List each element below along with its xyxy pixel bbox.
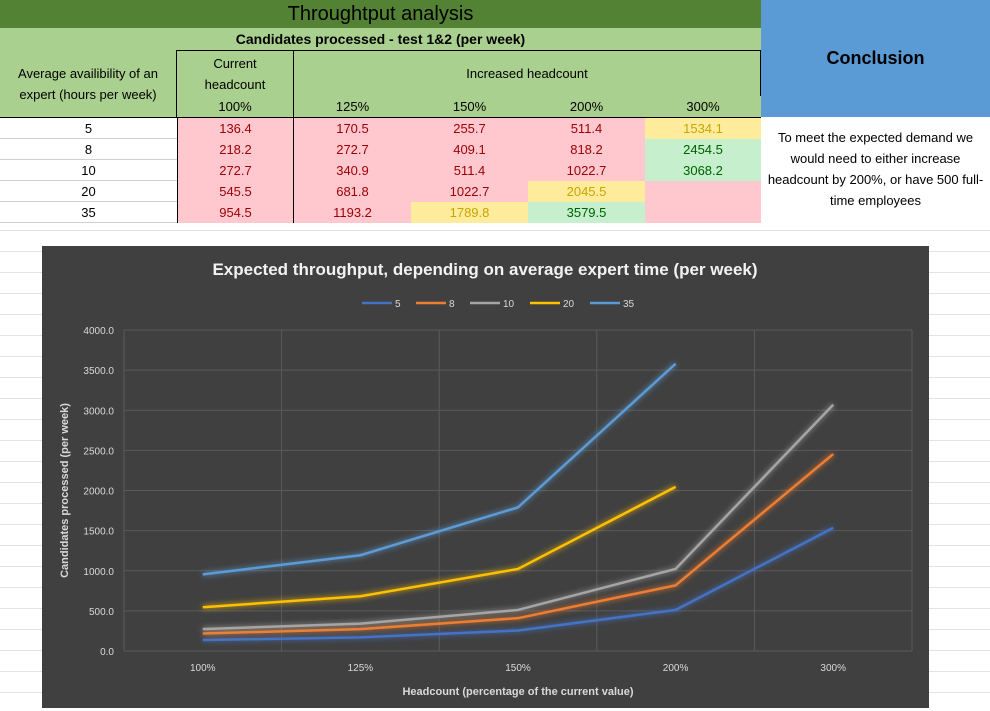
percent-header: 100% — [177, 96, 294, 117]
table-cell — [645, 202, 761, 223]
row-label: 10 — [0, 160, 177, 181]
row-header: Average availibility of an expert (hours… — [0, 50, 177, 117]
table-cell: 272.7 — [294, 139, 411, 160]
series-line-20 — [202, 485, 677, 609]
table-subtitle: Candidates processed - test 1&2 (per wee… — [0, 28, 761, 50]
table-cell: 1022.7 — [411, 181, 528, 202]
legend-label: 35 — [623, 299, 635, 310]
x-tick-label: 150% — [505, 663, 531, 674]
percent-header: 150% — [452, 99, 487, 114]
percent-header: 125% — [335, 99, 370, 114]
row-label: 35 — [0, 202, 177, 223]
x-axis-label: Headcount (percentage of the current val… — [402, 686, 633, 698]
data-table: 5 136.4 170.5 255.7 511.4 1534.1 8 218.2 272.7 40… — [0, 117, 761, 223]
table-cell: 3579.5 — [528, 202, 645, 223]
table-cell — [645, 181, 761, 202]
y-tick-label: 2000.0 — [83, 487, 114, 498]
x-tick-label: 125% — [348, 663, 374, 674]
table-cell: 511.4 — [411, 160, 528, 181]
table-cell: 1789.8 — [411, 202, 528, 223]
table-cell: 1022.7 — [528, 160, 645, 181]
percent-header: 200% — [569, 99, 604, 114]
conclusion-text: To meet the expected demand we would nee… — [761, 125, 990, 213]
percent-header-row: 100% 125% 150% 200% 300% — [177, 96, 761, 117]
legend-label: 10 — [503, 299, 515, 310]
series-line-5 — [202, 526, 834, 642]
table-cell: 170.5 — [294, 118, 411, 139]
table-cell: 1534.1 — [645, 118, 761, 139]
y-tick-label: 2500.0 — [83, 446, 114, 457]
table-cell: 545.5 — [177, 181, 294, 202]
y-tick-label: 500.0 — [89, 607, 114, 618]
x-tick-label: 300% — [820, 663, 846, 674]
table-cell: 511.4 — [528, 118, 645, 139]
line-chart: Expected throughput, depending on averag… — [59, 260, 913, 698]
table-cell: 1193.2 — [294, 202, 411, 223]
table-cell: 340.9 — [294, 160, 411, 181]
legend-label: 20 — [563, 299, 575, 310]
percent-header: 300% — [686, 99, 720, 114]
row-label: 5 — [0, 118, 177, 139]
series-line-35 — [202, 362, 677, 576]
conclusion-header-cell: Conclusion — [761, 0, 990, 117]
current-header: Current headcount — [177, 50, 294, 96]
table-cell: 681.8 — [294, 181, 411, 202]
y-tick-label: 1000.0 — [83, 567, 114, 578]
x-tick-label: 200% — [663, 663, 689, 674]
legend-label: 5 — [395, 299, 401, 310]
row-label: 8 — [0, 139, 177, 160]
conclusion-header: Conclusion — [826, 48, 925, 68]
y-tick-label: 3500.0 — [83, 366, 114, 377]
increased-header: Increased headcount — [294, 50, 761, 96]
table-cell: 136.4 — [177, 118, 294, 139]
y-tick-label: 1500.0 — [83, 527, 114, 538]
table-cell: 409.1 — [411, 139, 528, 160]
table-cell: 818.2 — [528, 139, 645, 160]
series-line-10 — [202, 403, 835, 631]
legend-label: 8 — [449, 299, 455, 310]
table-cell: 272.7 — [177, 160, 294, 181]
table-cell: 218.2 — [177, 139, 294, 160]
chart-title: Expected throughput, depending on averag… — [212, 260, 757, 279]
table-cell: 2454.5 — [645, 139, 761, 160]
table-cell: 2045.5 — [528, 181, 645, 202]
table-cell: 954.5 — [177, 202, 294, 223]
y-tick-label: 3000.0 — [83, 406, 114, 417]
table-cell: 255.7 — [411, 118, 528, 139]
chart-area[interactable]: Expected throughput, depending on averag… — [42, 246, 929, 708]
x-tick-label: 100% — [190, 663, 216, 674]
table-cell: 3068.2 — [645, 160, 761, 181]
row-label: 20 — [0, 181, 177, 202]
y-axis-label: Candidates processed (per week) — [59, 403, 71, 578]
sheet-title: Throughtput analysis — [0, 0, 761, 28]
y-tick-label: 0.0 — [100, 647, 114, 658]
series-line-8 — [202, 453, 835, 635]
y-tick-label: 4000.0 — [83, 326, 114, 337]
